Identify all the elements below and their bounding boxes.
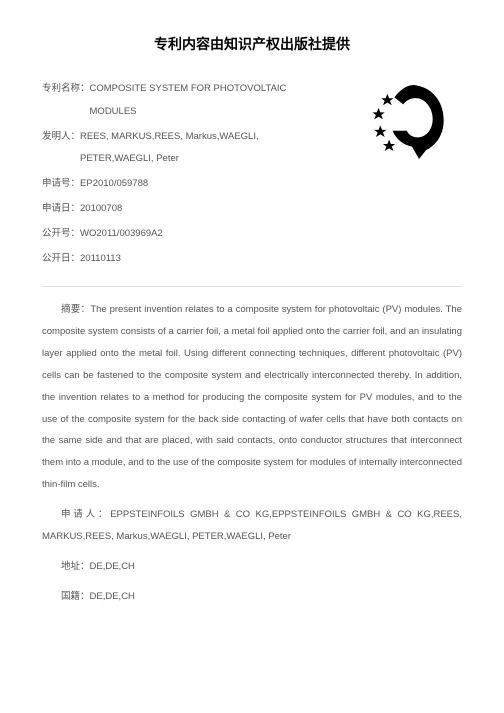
abstract-text: The present invention relates to a compo…: [42, 304, 462, 490]
meta-row-pub-no: 公开号： WO2011/003969A2: [42, 223, 312, 246]
nationality-value: DE,DE,CH: [90, 591, 135, 602]
inventor-label: 发明人：: [42, 126, 80, 149]
meta-row-app-no: 申请号： EP2010/059788: [42, 173, 312, 196]
pub-date-value: 20110113: [80, 248, 312, 271]
patent-name-value: COMPOSITE SYSTEM FOR PHOTOVOLTAIC MODULE…: [90, 78, 312, 124]
meta-row-app-date: 申请日： 20100708: [42, 198, 312, 221]
body-text: 摘要：The present invention relates to a co…: [42, 299, 462, 607]
cnipa-logo: [368, 78, 456, 166]
abstract-paragraph: 摘要：The present invention relates to a co…: [42, 299, 462, 496]
header-block: 专利名称： COMPOSITE SYSTEM FOR PHOTOVOLTAIC …: [42, 78, 462, 270]
patent-name-label: 专利名称：: [42, 78, 90, 101]
meta-row-pub-date: 公开日： 20110113: [42, 248, 312, 271]
applicant-label: 申请人：: [61, 509, 110, 520]
abstract-label: 摘要：: [61, 304, 90, 315]
address-label: 地址：: [61, 561, 90, 572]
pub-no-value: WO2011/003969A2: [80, 223, 312, 246]
address-paragraph: 地址：DE,DE,CH: [42, 556, 462, 578]
app-date-value: 20100708: [80, 198, 312, 221]
app-no-label: 申请号：: [42, 173, 80, 196]
pub-no-label: 公开号：: [42, 223, 80, 246]
meta-row-inventor: 发明人： REES, MARKUS,REES, Markus,WAEGLI, P…: [42, 126, 312, 172]
applicant-paragraph: 申请人：EPPSTEINFOILS GMBH & CO KG,EPPSTEINF…: [42, 504, 462, 548]
pub-date-label: 公开日：: [42, 248, 80, 271]
page-title: 专利内容由知识产权出版社提供: [42, 34, 462, 54]
nationality-label: 国籍：: [61, 591, 90, 602]
address-value: DE,DE,CH: [90, 561, 135, 572]
inventor-value: REES, MARKUS,REES, Markus,WAEGLI, PETER,…: [80, 126, 312, 172]
nationality-paragraph: 国籍：DE,DE,CH: [42, 586, 462, 608]
meta-row-patent-name: 专利名称： COMPOSITE SYSTEM FOR PHOTOVOLTAIC …: [42, 78, 312, 124]
separator: [42, 286, 462, 287]
app-date-label: 申请日：: [42, 198, 80, 221]
meta-list: 专利名称： COMPOSITE SYSTEM FOR PHOTOVOLTAIC …: [42, 78, 312, 270]
app-no-value: EP2010/059788: [80, 173, 312, 196]
